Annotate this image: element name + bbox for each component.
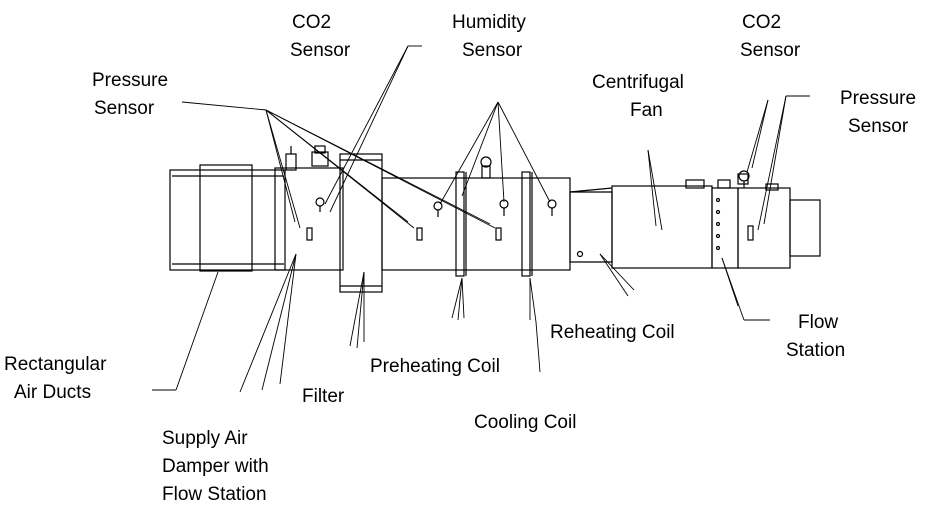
flow-station-unit [711, 187, 739, 269]
label-supply-air-damper-3: Flow Station [162, 484, 267, 505]
label-cooling-coil: Cooling Coil [474, 412, 576, 433]
labels: CO2 Sensor Humidity Sensor CO2 Sensor Pr… [4, 12, 916, 505]
label-flow-station-1: Flow [798, 312, 838, 333]
label-filter: Filter [302, 386, 345, 407]
reheating-coil-section [569, 187, 613, 263]
leader-lines [152, 45, 810, 393]
label-co2-sensor-right-2: Sensor [740, 40, 801, 61]
label-pressure-sensor-right-1: Pressure [840, 88, 916, 109]
label-pressure-sensor-right-2: Sensor [848, 116, 909, 137]
label-flow-station-2: Station [786, 340, 845, 361]
label-co2-sensor-right-1: CO2 [742, 12, 781, 33]
label-humidity-sensor-1: Humidity [452, 12, 526, 33]
filter-unit [339, 153, 383, 293]
label-reheating-coil: Reheating Coil [550, 322, 675, 343]
outlet-section [737, 170, 821, 269]
label-rectangular-air-ducts-1: Rectangular [4, 354, 107, 375]
label-preheating-coil: Preheating Coil [370, 356, 500, 377]
label-pressure-sensor-left-1: Pressure [92, 70, 168, 91]
label-centrifugal-fan-1: Centrifugal [592, 72, 684, 93]
label-supply-air-damper-2: Damper with [162, 456, 269, 477]
label-humidity-sensor-2: Sensor [462, 40, 523, 61]
label-centrifugal-fan-2: Fan [630, 100, 663, 121]
label-supply-air-damper-1: Supply Air [162, 428, 248, 449]
rectangular-duct [169, 164, 286, 272]
label-co2-sensor-left-1: CO2 [292, 12, 331, 33]
label-co2-sensor-left-2: Sensor [290, 40, 351, 61]
coil-section [381, 156, 571, 277]
label-rectangular-air-ducts-2: Air Ducts [14, 382, 91, 403]
label-pressure-sensor-left-2: Sensor [94, 98, 155, 119]
